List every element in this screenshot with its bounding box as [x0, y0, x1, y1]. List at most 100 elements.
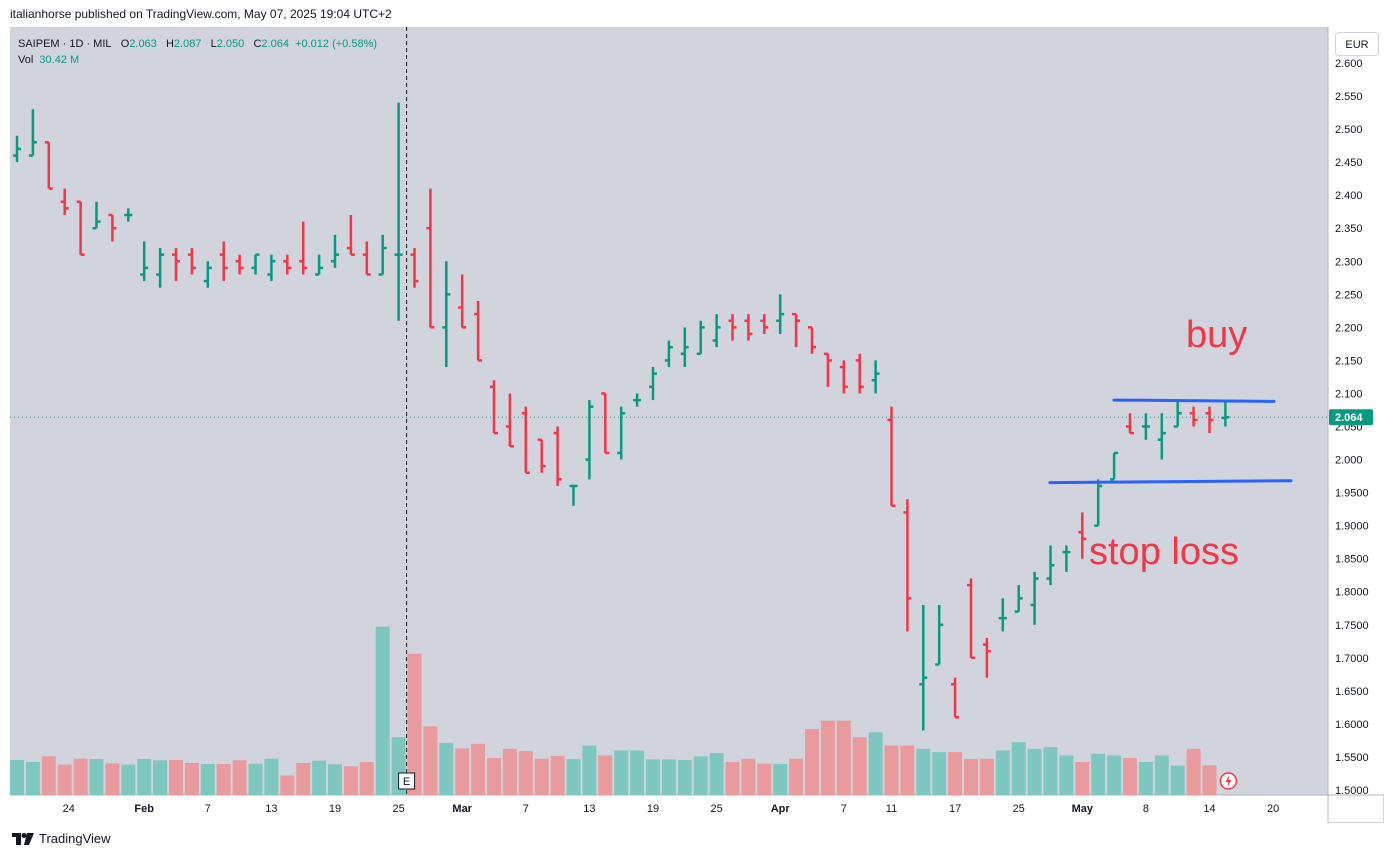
ohlc-bar — [712, 314, 721, 348]
volume-bar — [1027, 748, 1042, 795]
price-tick-label: 2.350 — [1335, 223, 1363, 235]
volume-bar — [439, 742, 454, 795]
price-tick-label: 2.450 — [1335, 157, 1363, 169]
price-tick-label: 1.5000 — [1335, 785, 1369, 797]
earnings-box — [398, 772, 416, 790]
ohlc-bar — [982, 637, 991, 678]
ohlc-bar — [776, 294, 785, 334]
symbol-label[interactable]: SAIPEM · 1D · MIL — [18, 38, 112, 50]
volume-bar — [343, 766, 358, 795]
time-tick-label: 19 — [329, 803, 341, 815]
time-axis: 24 Feb 7 13 19 25 Mar 7 13 19 25 Apr 7 11 17 25 May 8 14 20 — [63, 803, 1280, 815]
buy-line — [1112, 398, 1276, 403]
ohlc-bar — [219, 241, 228, 282]
ohlc-bars — [13, 102, 1230, 731]
volume-bar — [407, 653, 422, 795]
price-tick-label: 1.6000 — [1335, 719, 1369, 731]
volume-bar — [995, 750, 1010, 795]
ohlc-bar — [760, 314, 769, 334]
volume-bar — [1123, 758, 1137, 795]
change-value: +0.012 (+0.58%) — [295, 38, 378, 50]
ohlc-bar — [442, 261, 451, 368]
time-tick-label: 7 — [523, 803, 529, 815]
volume-bar — [582, 745, 597, 795]
price-tick-label: 2.250 — [1335, 289, 1363, 301]
volume-bar — [1202, 765, 1217, 795]
volume-bar — [1107, 755, 1122, 795]
volume-bar — [153, 760, 168, 795]
ohlc-bar — [871, 360, 880, 394]
ohlc-bar — [1062, 545, 1071, 572]
ohlc-bar — [664, 340, 673, 368]
volume-bar — [693, 756, 708, 795]
earnings-label: E — [403, 776, 410, 788]
ohlc-bar — [537, 438, 546, 473]
ohlc-bar — [998, 598, 1007, 632]
ohlc-bar — [839, 360, 848, 394]
volume-bar — [423, 726, 438, 795]
price-chart[interactable]: 2.600 2.550 2.500 2.450 2.400 2.350 2.300 2.250… — [10, 27, 1384, 823]
ohlc-bar — [1014, 585, 1023, 613]
buy-annotation: buy — [1186, 314, 1247, 356]
time-tick-label: 7 — [205, 803, 211, 815]
close-value: 2.064 — [261, 38, 289, 50]
ohlc-bar — [140, 241, 149, 282]
low-value: 2.050 — [216, 38, 245, 50]
time-tick-label: 19 — [647, 803, 659, 815]
volume-bar — [932, 752, 947, 795]
time-tick-label: Mar — [452, 803, 472, 815]
low-label: L — [210, 38, 217, 50]
ohlc-bar — [1078, 512, 1087, 559]
volume-bar — [200, 763, 215, 795]
ohlc-bar — [331, 234, 339, 268]
volume-bar — [852, 737, 867, 795]
ohlc-bar — [474, 300, 483, 362]
price-tick-label: 1.5500 — [1335, 752, 1369, 764]
volume-bar — [1011, 742, 1026, 795]
earnings-marker: E — [398, 772, 416, 790]
volume-bar — [646, 759, 660, 795]
volume-bar — [248, 763, 263, 795]
volume-bar — [264, 758, 279, 795]
volume-bar — [1186, 748, 1201, 795]
ohlc-bar — [680, 327, 689, 368]
volume-bar — [328, 764, 342, 795]
time-tick-label: Feb — [134, 803, 154, 815]
published-text: italianhorse published on TradingView.co… — [10, 7, 392, 21]
ohlc-bar — [92, 201, 101, 230]
ohlc-bar — [1094, 479, 1103, 527]
ohlc-bar — [903, 499, 912, 632]
volume-bar — [280, 775, 295, 795]
volume-bar — [1075, 762, 1090, 795]
ohlc-bar — [967, 578, 975, 660]
volume-bar — [57, 764, 72, 795]
volume-bar — [184, 762, 199, 795]
volume-bar — [105, 763, 120, 795]
price-tick-label: 1.9000 — [1335, 521, 1369, 533]
volume-bar — [805, 729, 819, 795]
price-tick-label: 2.200 — [1335, 322, 1363, 334]
tradingview-logo[interactable]: TradingView — [12, 831, 111, 846]
currency-button[interactable]: EUR — [1335, 32, 1379, 56]
volume-bar — [375, 626, 390, 795]
volume-bar — [598, 755, 613, 795]
volume-bar — [137, 759, 152, 795]
price-tick-label: 1.7000 — [1335, 653, 1369, 665]
vol-value: 30.42 M — [39, 54, 80, 66]
tradingview-icon — [12, 832, 34, 845]
last-price-label: 2.064 — [1335, 412, 1363, 424]
volume-bar — [550, 756, 565, 795]
volume-bar — [916, 748, 931, 795]
high-value: 2.087 — [173, 38, 202, 50]
ohlc-bar — [13, 135, 21, 163]
ohlc-bar — [553, 426, 562, 486]
ohlc-bar — [410, 248, 419, 288]
ohlc-bar — [124, 208, 133, 222]
annotations: buy stop loss — [1048, 314, 1293, 573]
ohlc-bar — [235, 254, 244, 275]
ohlc-bar — [1141, 413, 1150, 440]
ohlc-bar — [283, 254, 292, 275]
time-tick-label: 7 — [841, 803, 847, 815]
volume-bar — [216, 763, 231, 795]
ohlc-bar — [1126, 413, 1134, 435]
